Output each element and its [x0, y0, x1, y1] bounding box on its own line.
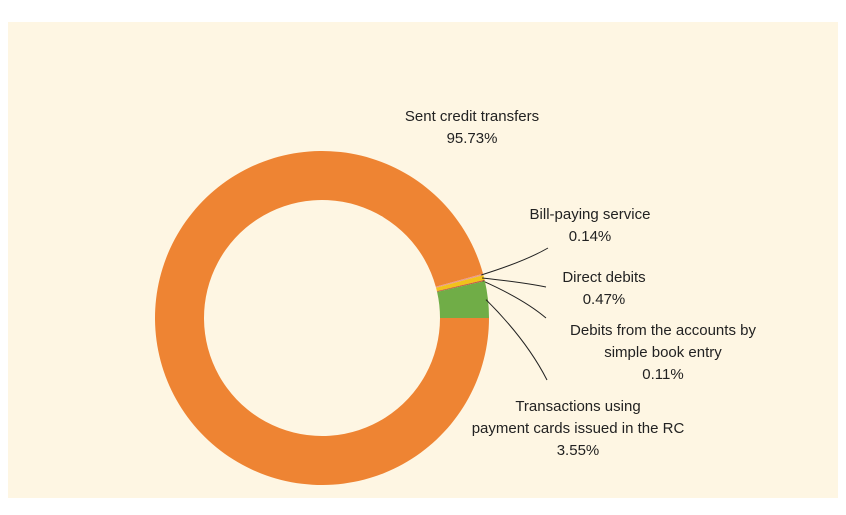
- donut-slice: [435, 273, 484, 288]
- leader-line: [485, 299, 548, 381]
- label-line: Debits from the accounts by: [570, 322, 756, 339]
- donut-slice: [155, 150, 489, 485]
- slice-label: Debits from the accounts by simple book e…: [570, 322, 756, 361]
- value-label: 95.73%: [447, 130, 498, 147]
- slice-label: Transactions using payment cards issued i…: [472, 398, 685, 437]
- donut-slice: [436, 275, 485, 292]
- slice-label: Sent credit transfers: [405, 108, 539, 125]
- leader-line: [482, 277, 547, 288]
- value-label: 0.47%: [583, 291, 626, 308]
- label-line: payment cards issued in the RC: [472, 420, 685, 437]
- label-line: Transactions using: [515, 398, 640, 415]
- leader-line: [481, 247, 549, 276]
- slice-label: Direct debits: [562, 269, 645, 286]
- label-line: Bill-paying service: [530, 206, 651, 223]
- label-line: Sent credit transfers: [405, 108, 539, 125]
- label-line: Direct debits: [562, 269, 645, 286]
- donut-slice: [437, 281, 490, 318]
- donut-slice: [436, 279, 485, 292]
- value-label: 3.55%: [557, 442, 600, 459]
- slice-label: Bill-paying service: [530, 206, 651, 223]
- value-label: 0.11%: [642, 366, 683, 383]
- label-line: simple book entry: [604, 344, 722, 361]
- value-label: 0.14%: [569, 228, 612, 245]
- leader-line: [482, 280, 547, 319]
